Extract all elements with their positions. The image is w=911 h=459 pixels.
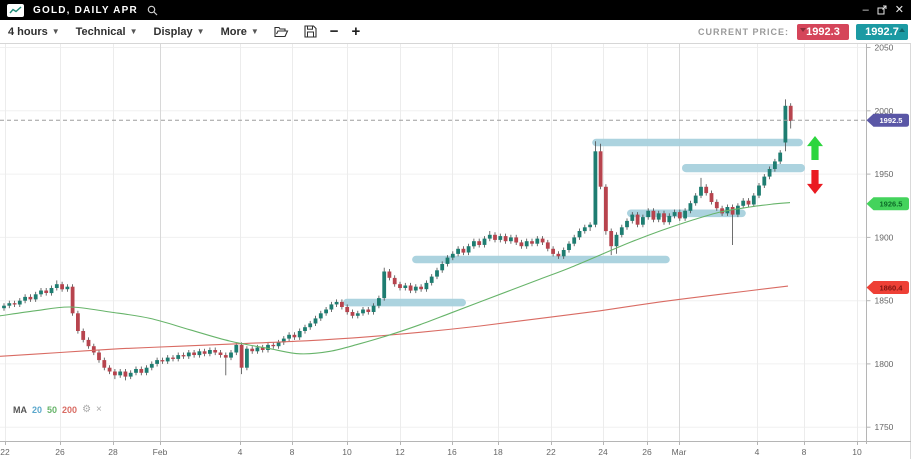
svg-text:26: 26 [55, 447, 65, 457]
svg-text:24: 24 [598, 447, 608, 457]
svg-text:8: 8 [802, 447, 807, 457]
ma-period-20: 20 [32, 404, 43, 415]
svg-text:Feb: Feb [153, 447, 168, 457]
zoom-in-button[interactable]: + [351, 23, 361, 40]
svg-text:1800: 1800 [875, 359, 894, 369]
gridlines [0, 44, 867, 441]
svg-text:16: 16 [447, 447, 457, 457]
chevron-down-icon: ▼ [129, 27, 138, 36]
ma-label: MA [13, 404, 27, 415]
axis-price-tag-value: 1860.4 [880, 283, 904, 292]
display-dropdown[interactable]: Display ▼ [153, 25, 205, 38]
zoom-out-button[interactable]: − [329, 23, 339, 40]
axis-price-tag [866, 113, 909, 127]
bid-price-badge: 1992.3 [797, 23, 849, 40]
axis-price-tag [866, 197, 909, 211]
technical-dropdown[interactable]: Technical ▼ [75, 25, 138, 38]
svg-text:26: 26 [642, 447, 652, 457]
svg-text:8: 8 [290, 447, 295, 457]
svg-text:4: 4 [755, 447, 760, 457]
svg-text:1950: 1950 [875, 169, 894, 179]
app-logo-icon [7, 3, 24, 17]
candlesticks [2, 99, 793, 381]
close-button[interactable]: ✕ [894, 3, 904, 16]
tick-down-icon [800, 27, 806, 32]
svg-text:12: 12 [395, 447, 405, 457]
popout-button[interactable] [877, 5, 887, 15]
chevron-down-icon: ▼ [51, 27, 60, 36]
axis-price-tag-value: 1992.5 [880, 116, 903, 125]
supply-demand-zone [343, 298, 466, 307]
ask-price-badge: 1992.7 [856, 23, 908, 40]
ma-indicator-legend: MA 20 50 200 ⚙ × [13, 404, 102, 415]
save-icon[interactable] [304, 25, 317, 38]
search-icon[interactable] [147, 5, 158, 16]
axis-price-tag [866, 281, 909, 294]
tick-up-icon [899, 27, 905, 32]
open-folder-icon[interactable] [274, 26, 289, 38]
title-bar: GOLD, DAILY APR – ✕ [0, 0, 911, 20]
svg-text:22: 22 [0, 447, 10, 457]
price-axis-labels[interactable]: 2050 2000 1950 1900 1850 1800 1750 [866, 44, 894, 432]
svg-text:1750: 1750 [875, 422, 894, 432]
supply-demand-zones [343, 138, 805, 307]
chart-toolbar: 4 hours ▼ Technical ▼ Display ▼ More ▼ − + [0, 20, 911, 44]
minimize-button[interactable]: – [862, 3, 869, 16]
svg-text:10: 10 [342, 447, 352, 457]
svg-text:Mar: Mar [672, 447, 687, 457]
chevron-down-icon: ▼ [250, 27, 259, 36]
ma-period-50: 50 [47, 404, 58, 415]
time-axis-labels[interactable]: 22 26 28 Feb 4 8 10 12 16 18 22 24 26 Mar 4 8 10 [0, 441, 862, 457]
current-price-label: CURRENT PRICE: [697, 26, 789, 37]
supply-demand-zone [412, 255, 670, 264]
chevron-down-icon: ▼ [196, 27, 205, 36]
svg-text:1850: 1850 [875, 296, 894, 306]
svg-text:18: 18 [493, 447, 503, 457]
window-title: GOLD, DAILY APR [33, 4, 138, 16]
svg-text:4: 4 [238, 447, 243, 457]
ma-period-200: 200 [62, 404, 78, 415]
ma50-line [0, 202, 791, 355]
axis-price-tag-value: 1926.5 [880, 200, 903, 209]
ma200-line [0, 285, 789, 357]
supply-demand-zone [682, 164, 805, 173]
svg-text:2000: 2000 [875, 106, 894, 116]
gear-icon[interactable]: ⚙ [82, 404, 92, 415]
up-arrow [807, 136, 823, 160]
svg-text:10: 10 [852, 447, 862, 457]
svg-text:28: 28 [108, 447, 118, 457]
svg-text:1900: 1900 [875, 232, 894, 242]
down-arrow [807, 170, 823, 194]
svg-text:22: 22 [546, 447, 556, 457]
remove-indicator-icon[interactable]: × [96, 404, 102, 415]
supply-demand-zone [592, 138, 803, 147]
timeframe-dropdown[interactable]: 4 hours ▼ [8, 25, 60, 38]
svg-text:2050: 2050 [875, 44, 894, 53]
more-dropdown[interactable]: More ▼ [220, 25, 259, 38]
